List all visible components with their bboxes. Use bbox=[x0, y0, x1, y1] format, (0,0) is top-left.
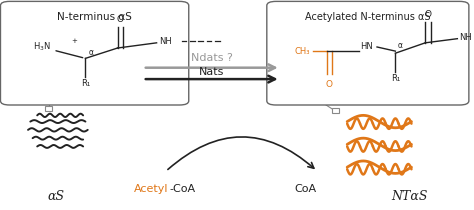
Text: Nats: Nats bbox=[199, 67, 224, 77]
Text: αS: αS bbox=[47, 190, 64, 203]
FancyBboxPatch shape bbox=[267, 1, 469, 105]
Text: O: O bbox=[117, 15, 124, 24]
Text: Acetylated N-terminus αS: Acetylated N-terminus αS bbox=[305, 12, 430, 22]
Bar bbox=[45, 106, 52, 111]
Text: NH: NH bbox=[459, 33, 472, 42]
Text: O: O bbox=[326, 80, 333, 89]
Text: α: α bbox=[89, 48, 94, 57]
Text: Ndats ?: Ndats ? bbox=[191, 52, 233, 63]
Text: CoA: CoA bbox=[295, 184, 317, 194]
Text: +: + bbox=[71, 38, 77, 44]
Text: -CoA: -CoA bbox=[169, 184, 195, 194]
Text: CH₃: CH₃ bbox=[294, 47, 310, 56]
FancyArrowPatch shape bbox=[168, 137, 314, 169]
Text: NH: NH bbox=[159, 37, 172, 46]
Text: NTαS: NTαS bbox=[391, 190, 428, 203]
Text: HN: HN bbox=[360, 42, 373, 51]
FancyBboxPatch shape bbox=[0, 1, 189, 105]
Text: N-terminus αS: N-terminus αS bbox=[57, 12, 132, 22]
Text: H$_3$N: H$_3$N bbox=[33, 41, 51, 53]
Text: R₁: R₁ bbox=[391, 74, 400, 83]
Bar bbox=[332, 108, 339, 113]
Text: α: α bbox=[398, 41, 403, 50]
Text: Acetyl: Acetyl bbox=[134, 184, 168, 194]
Text: R₁: R₁ bbox=[81, 79, 90, 88]
Text: O: O bbox=[425, 10, 431, 19]
